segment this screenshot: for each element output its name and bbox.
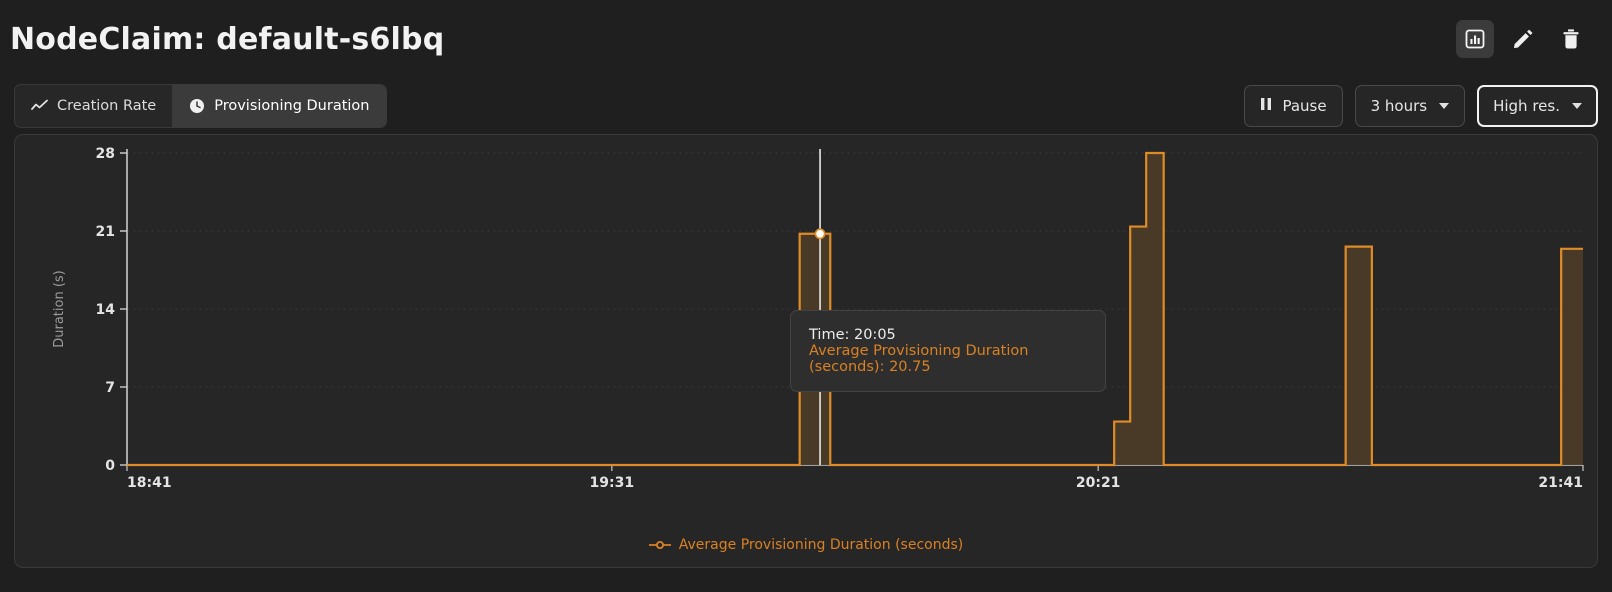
bar-chart-icon — [1464, 28, 1486, 50]
tab-provisioning-duration-label: Provisioning Duration — [214, 98, 370, 114]
x-tick-label: 18:41 — [127, 475, 172, 491]
chart-legend[interactable]: Average Provisioning Duration (seconds) — [15, 537, 1597, 553]
y-axis-label: Duration (s) — [52, 270, 67, 348]
line-chart-icon — [31, 99, 48, 113]
tab-group: Creation Rate Provisioning Duration — [14, 84, 387, 128]
resolution-label: High res. — [1493, 97, 1560, 115]
tooltip-value: Average Provisioning Duration (seconds):… — [809, 343, 1029, 375]
delete-button[interactable] — [1552, 20, 1590, 58]
provisioning-duration-chart[interactable]: Duration (s) 0 7 14 21 28 18:41 19:31 20:21 21:41 — [15, 135, 1597, 567]
x-tick-label: 21:41 — [1538, 475, 1583, 491]
resolution-dropdown[interactable]: High res. — [1477, 85, 1598, 127]
y-tick-label: 21 — [96, 224, 115, 240]
pause-icon — [1260, 97, 1272, 115]
time-range-label: 3 hours — [1370, 97, 1428, 115]
chevron-down-icon — [1572, 103, 1582, 109]
edit-button[interactable] — [1504, 20, 1542, 58]
legend-label: Average Provisioning Duration (seconds) — [678, 537, 964, 553]
pause-label: Pause — [1282, 97, 1327, 115]
time-range-dropdown[interactable]: 3 hours — [1354, 85, 1466, 127]
y-tick-label: 14 — [96, 302, 116, 318]
clock-icon — [189, 98, 205, 114]
tab-provisioning-duration[interactable]: Provisioning Duration — [173, 85, 386, 127]
tooltip-time: Time: 20:05 — [809, 327, 896, 343]
page-title: NodeClaim: default-s6lbq — [10, 21, 445, 57]
series-line — [127, 151, 1583, 467]
chart-panel[interactable]: Duration (s) 0 7 14 21 28 18:41 19:31 20:21 21:41… — [14, 134, 1598, 568]
header-actions — [1456, 20, 1590, 58]
right-controls: Pause 3 hours High res. — [1244, 85, 1598, 127]
page-header: NodeClaim: default-s6lbq — [0, 0, 1612, 78]
chart-tooltip: Time: 20:05 Average Provisioning Duratio… — [790, 310, 1106, 392]
x-tick-label: 20:21 — [1076, 475, 1121, 491]
y-tick-label: 7 — [105, 380, 115, 396]
chart-toolbar: Creation Rate Provisioning Duration Paus… — [14, 78, 1598, 134]
pencil-icon — [1511, 27, 1535, 51]
legend-marker-icon — [648, 540, 671, 550]
trash-icon — [1559, 27, 1583, 51]
pause-button[interactable]: Pause — [1244, 85, 1343, 127]
crosshair-marker — [814, 228, 826, 240]
chevron-down-icon — [1439, 103, 1450, 109]
tab-creation-rate[interactable]: Creation Rate — [15, 85, 174, 127]
tab-creation-rate-label: Creation Rate — [57, 98, 157, 114]
x-tick-label: 19:31 — [590, 475, 635, 491]
chart-view-button[interactable] — [1456, 20, 1494, 58]
y-tick-label: 0 — [105, 458, 115, 474]
y-tick-label: 28 — [96, 146, 115, 162]
